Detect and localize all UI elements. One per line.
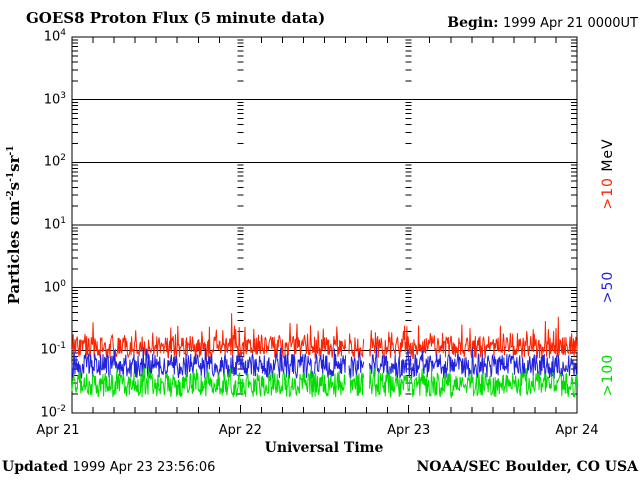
x-axis-label: Universal Time [264, 440, 384, 456]
x-tick-label: Apr 21 [36, 423, 80, 438]
begin-timestamp: Begin: 1999 Apr 21 0000UT [447, 15, 638, 31]
y-tick-label: 103 [43, 90, 66, 107]
y-tick-label: 10-1 [40, 341, 66, 358]
y-tick-label: 100 [43, 278, 66, 295]
y-axis-label: Particles cm-2s-1sr-1 [5, 145, 23, 305]
begin-label: Begin: [447, 15, 499, 31]
updated-value: 1999 Apr 23 23:56:06 [72, 460, 216, 475]
series-line-gt10 [71, 313, 578, 360]
updated-label: Updated [2, 459, 69, 475]
series-label-gt10: >10 MeV [600, 138, 616, 210]
series-line-gt100 [71, 367, 578, 400]
series-label-gt50: >50 [600, 270, 616, 304]
y-tick-label: 102 [43, 153, 66, 170]
x-tick-label: Apr 22 [218, 423, 262, 438]
y-tick-label: 101 [43, 216, 66, 233]
y-tick-label: 10-2 [40, 404, 66, 421]
series-label-gt100: >100 [600, 353, 616, 397]
x-tick-label: Apr 23 [387, 423, 431, 438]
x-tick-label: Apr 24 [555, 423, 599, 438]
credit-text: NOAA/SEC Boulder, CO USA [416, 459, 639, 475]
y-tick-label: 104 [43, 28, 66, 45]
chart-title: GOES8 Proton Flux (5 minute data) [26, 9, 326, 27]
begin-value: 1999 Apr 21 0000UT [502, 16, 638, 31]
updated-timestamp: Updated 1999 Apr 23 23:56:06 [2, 459, 215, 475]
